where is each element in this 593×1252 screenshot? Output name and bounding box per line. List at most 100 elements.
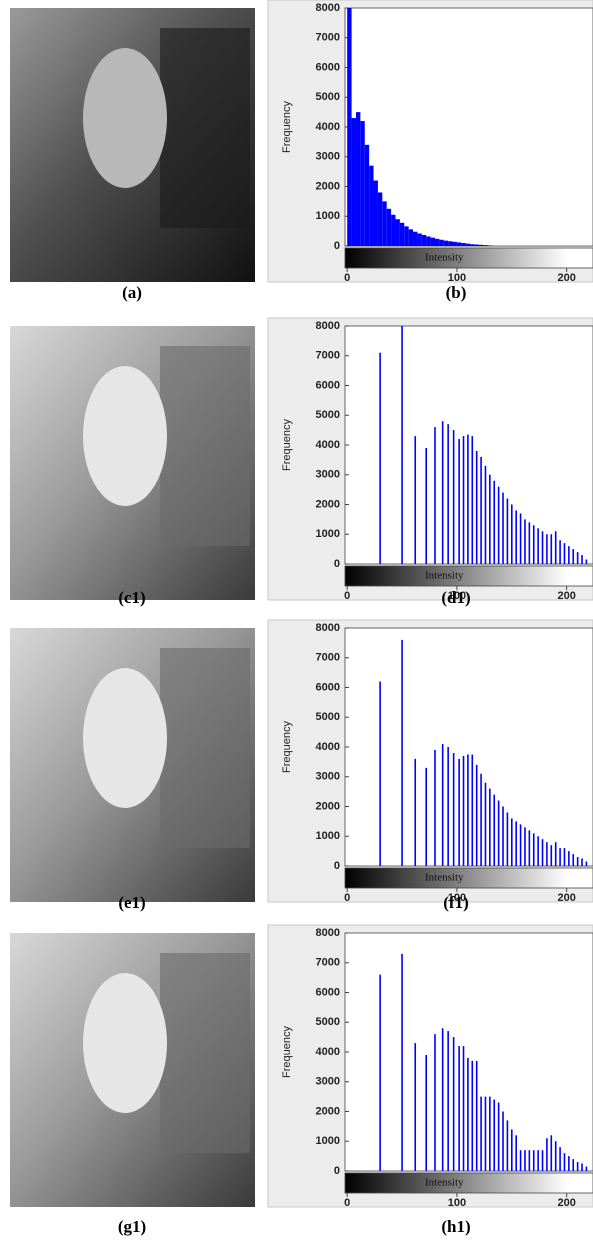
colorbar [344,565,593,587]
histogram-bar [417,233,422,246]
histogram-bar [430,237,435,246]
x-tick-label: 200 [557,272,575,284]
y-tick-label: 2000 [316,800,340,812]
colorbar [344,867,593,889]
histogram-bar [360,121,365,246]
y-tick-label: 7000 [316,957,340,969]
x-tick-label: 200 [557,1197,575,1209]
y-tick-label: 8000 [316,927,340,939]
x-tick-label: 0 [344,892,350,904]
x-tick-label: 200 [557,892,575,904]
y-tick-label: 0 [334,1165,340,1177]
image-caption: (a) [122,283,142,302]
histogram-bar [483,245,488,246]
image-caption: (c1) [118,588,145,607]
histogram-bar [395,219,400,246]
histogram-bar [364,144,370,246]
y-tick-label: 6000 [316,379,340,391]
photo-face [83,973,167,1113]
x-axis-label: Intensity [425,252,464,264]
y-tick-label: 2000 [316,498,340,510]
histogram-bar [391,214,396,246]
y-tick-label: 6000 [316,61,340,73]
y-tick-label: 1000 [316,210,340,222]
colorbar [344,247,593,269]
y-tick-label: 3000 [316,1076,340,1088]
histogram-bar [404,226,409,246]
histogram-bar [474,244,479,246]
photo-window [160,953,250,1153]
x-tick-label: 0 [344,1197,350,1209]
y-axis-label: Frequency [281,721,293,773]
histogram-bar [413,231,418,246]
photo-face [83,366,167,506]
y-tick-label: 2000 [316,1105,340,1117]
histogram-bar [470,244,475,246]
y-tick-label: 4000 [316,1046,340,1058]
y-tick-label: 7000 [316,350,340,362]
x-axis-label: Intensity [425,570,464,582]
histogram-bar [434,238,440,246]
histogram-bar [421,234,427,246]
histogram-bar [456,242,462,246]
histogram-bar [382,201,387,246]
x-tick-label: 100 [448,892,466,904]
chart-caption: (h1) [441,1217,470,1236]
y-tick-label: 0 [334,240,340,252]
histogram-bar [439,239,444,246]
image-caption: (e1) [118,893,145,912]
y-tick-label: 3000 [316,469,340,481]
y-axis-label: Frequency [281,419,293,471]
histogram-bar [386,208,392,246]
photo-face [83,668,167,808]
y-tick-label: 1000 [316,830,340,842]
histogram-bar [351,118,356,246]
y-tick-label: 8000 [316,320,340,332]
y-tick-label: 7000 [316,652,340,664]
histogram-bar [478,244,484,246]
histogram-bar [373,180,378,246]
x-tick-label: 0 [344,590,350,602]
y-tick-label: 4000 [316,121,340,133]
x-tick-label: 200 [557,590,575,602]
histogram-bar [408,229,414,246]
histogram-bar [452,241,457,246]
y-tick-label: 2000 [316,180,340,192]
chart-caption: (f1) [443,893,468,912]
histogram-bar [377,192,383,246]
y-tick-label: 5000 [316,91,340,103]
y-axis-label: Frequency [281,1026,293,1078]
histogram-bar [426,236,431,246]
y-tick-label: 4000 [316,439,340,451]
y-tick-label: 6000 [316,681,340,693]
y-axis-label: Frequency [281,101,293,153]
y-tick-label: 1000 [316,528,340,540]
histogram-bar [487,245,493,246]
histogram-bar [443,240,449,246]
chart-caption: (d1) [441,588,470,607]
x-tick-label: 100 [448,272,466,284]
y-tick-label: 0 [334,860,340,872]
image-caption: (g1) [118,1217,146,1236]
chart-caption: (b) [446,283,467,302]
histogram-bar [369,165,374,246]
x-tick-label: 0 [344,272,350,284]
plot-area [344,627,593,867]
y-tick-label: 8000 [316,2,340,14]
x-tick-label: 100 [448,590,466,602]
y-tick-label: 5000 [316,409,340,421]
histogram-bar [399,222,405,246]
y-tick-label: 3000 [316,151,340,163]
y-tick-label: 0 [334,558,340,570]
photo-window [160,648,250,848]
photo-window [160,28,250,228]
histogram-bar [448,241,453,246]
x-tick-label: 100 [448,1197,466,1209]
histogram-bar [461,243,466,246]
y-tick-label: 4000 [316,741,340,753]
histogram-bar [355,112,361,246]
photo-window [160,346,250,546]
y-tick-label: 8000 [316,622,340,634]
histogram-bar [347,8,352,246]
